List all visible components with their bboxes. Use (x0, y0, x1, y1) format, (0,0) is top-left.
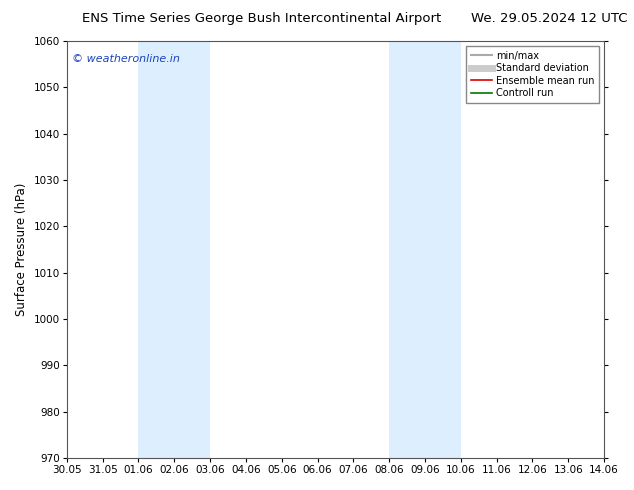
Bar (138, 41, 210, 458)
Y-axis label: Surface Pressure (hPa): Surface Pressure (hPa) (15, 183, 28, 316)
Bar (389, 41, 461, 458)
Text: ENS Time Series George Bush Intercontinental Airport: ENS Time Series George Bush Intercontine… (82, 12, 442, 25)
Text: © weatheronline.in: © weatheronline.in (72, 53, 180, 64)
Legend: min/max, Standard deviation, Ensemble mean run, Controll run: min/max, Standard deviation, Ensemble me… (466, 46, 599, 103)
Text: We. 29.05.2024 12 UTC: We. 29.05.2024 12 UTC (471, 12, 628, 25)
